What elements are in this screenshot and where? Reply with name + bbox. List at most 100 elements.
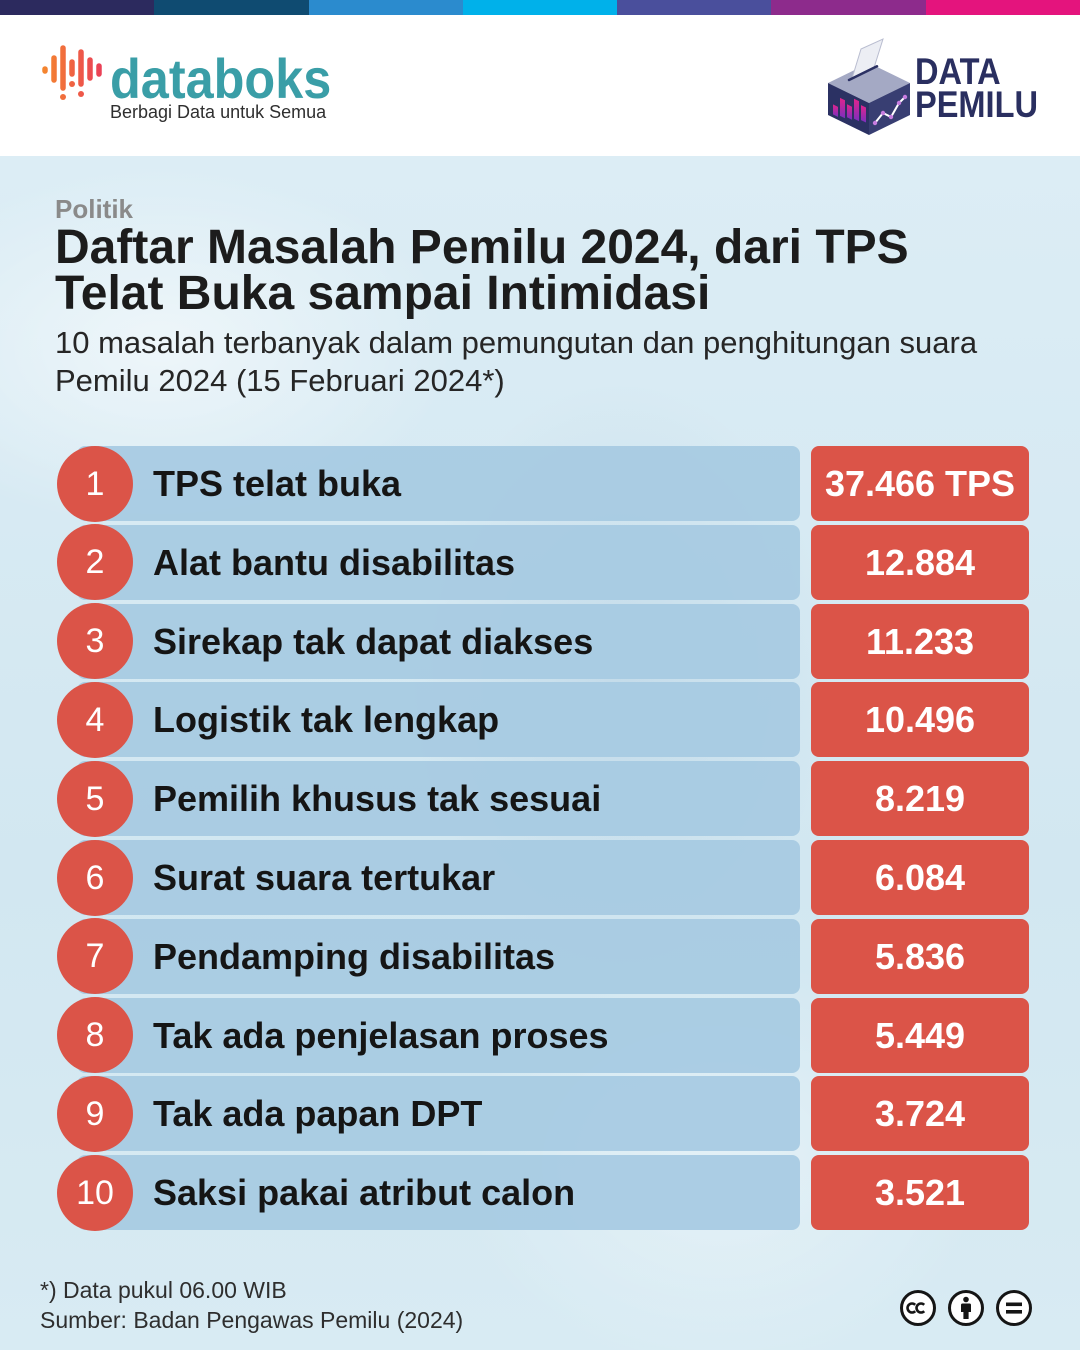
value-text: 10.496 — [864, 699, 976, 741]
problem-label: Tak ada papan DPT — [153, 1093, 483, 1135]
value-text: 6.084 — [874, 857, 966, 898]
main-content: Politik Daftar Masalah Pemilu 2024, dari… — [0, 156, 1080, 1350]
top-bar-segment — [925, 0, 1080, 15]
value-box: 37.466 TPS — [811, 446, 1029, 521]
problem-label: Logistik tak lengkap — [153, 699, 500, 741]
row-label-bar — [77, 918, 800, 994]
rank-badge: 4 — [57, 681, 133, 758]
rank-badge: 5 — [57, 760, 133, 837]
rank-badge: 2 — [57, 524, 133, 601]
rank-number: 8 — [85, 1016, 105, 1055]
row-label-bar — [77, 446, 800, 521]
top-bar-segment — [462, 0, 618, 15]
subtitle-line-1: 10 masalah terbanyak dalam pemungutan da… — [55, 325, 978, 360]
top-color-bar — [0, 0, 1080, 15]
brand-tagline: Berbagi Data untuk Semua — [110, 102, 327, 122]
header: databoks Berbagi Data untuk Semua — [0, 15, 1080, 156]
footer-notes: *) Data pukul 06.00 WIB Sumber: Badan Pe… — [40, 1275, 463, 1335]
problem-label: Alat bantu disabilitas — [153, 541, 516, 583]
table-row: 1 TPS telat buka 37.466 TPS — [57, 445, 1029, 522]
problem-label: Tak ada penjelasan proses — [153, 1014, 609, 1056]
row-label-bar — [77, 761, 800, 837]
table-row: 2 Alat bantu disabilitas 12.884 — [57, 524, 1029, 601]
rank-number: 3 — [85, 622, 105, 661]
row-label-bar — [77, 603, 800, 679]
table-row: 9 Tak ada papan DPT 3.724 — [57, 1075, 1029, 1152]
partner-logo-line2[interactable]: PEMILU — [915, 84, 1039, 125]
title-line-1: Daftar Masalah Pemilu 2024, dari TPS — [55, 221, 909, 274]
value-text: 5.449 — [874, 1014, 966, 1056]
by-icon[interactable] — [947, 1289, 985, 1327]
top-bar-segment — [771, 0, 926, 15]
row-label-bar — [77, 1076, 800, 1152]
row-label-bar — [77, 840, 800, 915]
rank-badge: 3 — [57, 603, 133, 680]
row-label-bar — [77, 1155, 800, 1231]
row-label-bar — [77, 682, 800, 758]
rank-badge: 10 — [57, 1154, 133, 1231]
value-box: 3.724 — [811, 1076, 1029, 1152]
value-box: 11.233 — [811, 603, 1029, 679]
value-box: 10.496 — [811, 682, 1029, 758]
value-box: 6.084 — [811, 840, 1029, 915]
problem-label: Pendamping disabilitas — [153, 935, 556, 977]
rank-number: 9 — [85, 1094, 105, 1133]
rank-badge: 6 — [57, 839, 133, 916]
problem-label: Saksi pakai atribut calon — [153, 1172, 576, 1214]
value-box: 3.521 — [811, 1155, 1029, 1231]
rank-number: 4 — [85, 700, 105, 739]
rank-number: 5 — [85, 779, 105, 818]
table-row: 4 Logistik tak lengkap 10.496 — [57, 681, 1029, 758]
page-title: Daftar Masalah Pemilu 2024, dari TPS Tela… — [55, 224, 909, 320]
problem-label: Surat suara tertukar — [153, 857, 496, 898]
value-box: 8.219 — [811, 761, 1029, 837]
rank-badge: 9 — [57, 1075, 133, 1152]
row-label-bar — [77, 997, 800, 1073]
brand-name[interactable]: databoks — [110, 47, 332, 110]
title-line-2: Telat Buka sampai Intimidasi — [55, 267, 711, 320]
ranking-table: 1 TPS telat buka 37.466 TPS 2 Alat bantu dis… — [57, 445, 1029, 1231]
partner-logo-line1[interactable]: DATA — [915, 51, 1001, 92]
top-bar-segment — [617, 0, 772, 15]
category-label: Politik — [55, 194, 134, 224]
top-bar-segment — [308, 0, 463, 15]
rank-number: 2 — [85, 543, 105, 582]
rank-badge: 1 — [57, 445, 133, 522]
top-bar-segment — [154, 0, 309, 15]
problem-label: TPS telat buka — [153, 463, 402, 504]
subtitle-line-2: Pemilu 2024 (15 Februari 2024*) — [55, 363, 505, 398]
value-text: 3.724 — [874, 1093, 966, 1135]
value-text: 3.521 — [874, 1172, 966, 1214]
databoks-bars-icon — [42, 45, 102, 100]
table-row: 6 Surat suara tertukar 6.084 — [57, 839, 1029, 916]
value-box: 12.884 — [811, 524, 1029, 600]
rank-badge: 7 — [57, 918, 133, 995]
footnote: *) Data pukul 06.00 WIB — [40, 1277, 287, 1303]
table-row: 3 Sirekap tak dapat diakses 11.233 — [57, 603, 1029, 680]
rank-number: 7 — [85, 937, 105, 976]
value-text: 11.233 — [865, 620, 975, 662]
table-row: 10 Saksi pakai atribut calon 3.521 — [57, 1154, 1029, 1231]
value-text: 5.836 — [874, 935, 966, 977]
table-row: 8 Tak ada penjelasan proses 5.449 — [57, 997, 1029, 1074]
nd-icon[interactable] — [995, 1289, 1033, 1327]
value-text: 8.219 — [874, 778, 966, 820]
license-icons — [899, 1289, 1033, 1327]
table-row: 7 Pendamping disabilitas 5.836 — [57, 918, 1029, 995]
value-box: 5.449 — [811, 997, 1029, 1073]
rank-badge: 8 — [57, 997, 133, 1074]
value-box: 5.836 — [811, 918, 1029, 994]
table-row: 5 Pemilih khusus tak sesuai 8.219 — [57, 760, 1029, 837]
value-text: 12.884 — [864, 541, 976, 583]
top-bar-segment — [0, 0, 155, 15]
cc-icon[interactable] — [899, 1289, 937, 1327]
rank-number: 1 — [85, 464, 105, 503]
rank-number: 10 — [76, 1173, 114, 1212]
page-subtitle: 10 masalah terbanyak dalam pemungutan da… — [55, 324, 977, 400]
problem-label: Sirekap tak dapat diakses — [153, 620, 594, 662]
source-note: Sumber: Badan Pengawas Pemilu (2024) — [40, 1307, 464, 1333]
value-text: 37.466 TPS — [824, 463, 1016, 504]
problem-label: Pemilih khusus tak sesuai — [153, 778, 602, 820]
rank-number: 6 — [85, 858, 105, 897]
row-label-bar — [77, 524, 800, 600]
